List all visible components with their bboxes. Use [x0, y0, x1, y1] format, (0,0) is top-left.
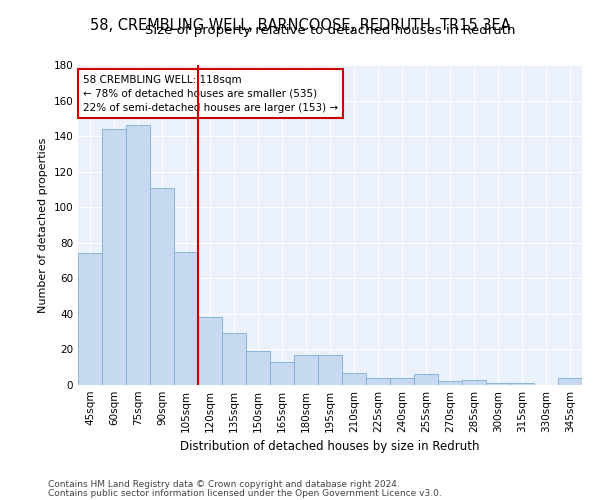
- Text: 58, CREMBLING WELL, BARNCOOSE, REDRUTH, TR15 3EA: 58, CREMBLING WELL, BARNCOOSE, REDRUTH, …: [89, 18, 511, 32]
- Bar: [102, 129, 126, 385]
- Text: Contains HM Land Registry data © Crown copyright and database right 2024.: Contains HM Land Registry data © Crown c…: [48, 480, 400, 489]
- Bar: [342, 372, 366, 385]
- Bar: [510, 383, 534, 385]
- Bar: [558, 378, 582, 385]
- Bar: [174, 252, 198, 385]
- X-axis label: Distribution of detached houses by size in Redruth: Distribution of detached houses by size …: [180, 440, 480, 454]
- Bar: [198, 318, 222, 385]
- Bar: [126, 126, 150, 385]
- Y-axis label: Number of detached properties: Number of detached properties: [38, 138, 48, 312]
- Bar: [366, 378, 390, 385]
- Bar: [414, 374, 438, 385]
- Bar: [270, 362, 294, 385]
- Bar: [438, 382, 462, 385]
- Bar: [294, 355, 318, 385]
- Bar: [318, 355, 342, 385]
- Bar: [246, 351, 270, 385]
- Text: Contains public sector information licensed under the Open Government Licence v3: Contains public sector information licen…: [48, 489, 442, 498]
- Title: Size of property relative to detached houses in Redruth: Size of property relative to detached ho…: [145, 24, 515, 38]
- Bar: [78, 254, 102, 385]
- Bar: [390, 378, 414, 385]
- Bar: [462, 380, 486, 385]
- Text: 58 CREMBLING WELL: 118sqm
← 78% of detached houses are smaller (535)
22% of semi: 58 CREMBLING WELL: 118sqm ← 78% of detac…: [83, 74, 338, 112]
- Bar: [222, 334, 246, 385]
- Bar: [150, 188, 174, 385]
- Bar: [486, 383, 510, 385]
